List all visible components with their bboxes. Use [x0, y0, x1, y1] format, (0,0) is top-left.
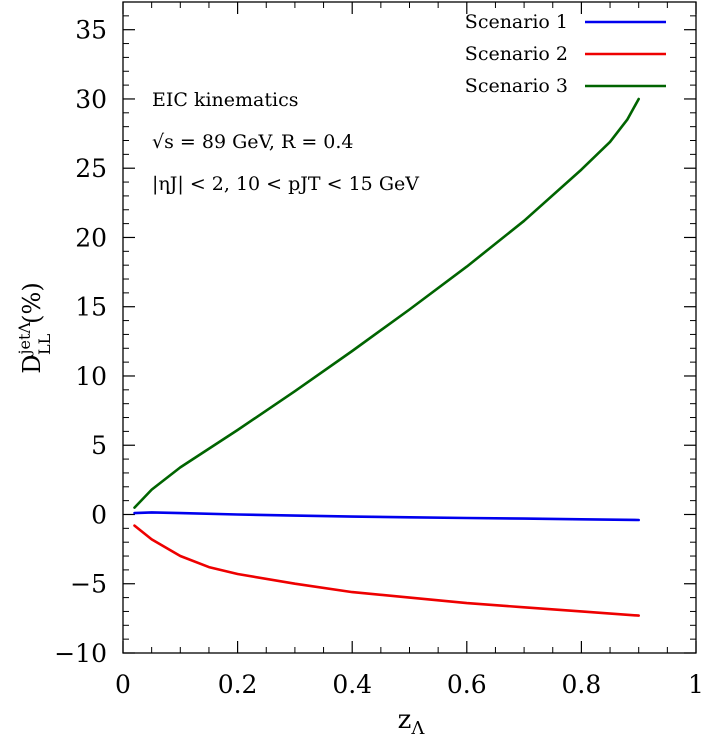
annotation-line-3: |ηJ| < 2, 10 < pJT < 15 GeV: [152, 173, 419, 195]
y-tick-label: 35: [75, 16, 107, 45]
sqrt-s: √s: [152, 131, 174, 153]
series-line-3: [133, 97, 641, 509]
x-tick-label: 0: [115, 670, 131, 699]
y-tick-label: −5: [70, 570, 107, 599]
y-tick-label: 30: [75, 85, 107, 114]
series-line-1: [133, 511, 641, 522]
series-lines: [133, 97, 641, 617]
y-tick-label: −10: [54, 639, 107, 668]
legend-label-3: Scenario 3: [465, 75, 568, 97]
y-axis-title: DjetΛLL(%): [15, 282, 54, 373]
legend-label-1: Scenario 1: [465, 11, 568, 33]
x-tick-label: 0.4: [332, 670, 372, 699]
x-tick-label: 0.8: [562, 670, 602, 699]
y-tick-label: 15: [75, 293, 107, 322]
x-tick-label: 1: [688, 670, 704, 699]
annotation-line-1: EIC kinematics: [152, 89, 298, 111]
kinematics-annotation: EIC kinematics √s = 89 GeV, R = 0.4 |ηJ|…: [152, 89, 419, 195]
y-tick-label: 10: [75, 362, 107, 391]
y-tick-label: 25: [75, 154, 107, 183]
x-axis: 0 0.2 0.4 0.6 0.8 1: [115, 2, 704, 699]
x-axis-title: zΛ: [398, 705, 426, 736]
y-axis: −10 −5 0 5 10 15 20 25 30 35: [54, 15, 696, 668]
series-line-2: [133, 524, 641, 617]
y-tick-label: 0: [91, 500, 107, 529]
y-tick-label: 20: [75, 223, 107, 252]
legend: Scenario 1 Scenario 2 Scenario 3: [465, 11, 666, 97]
legend-label-2: Scenario 2: [465, 43, 568, 65]
energy-radius: = 89 GeV, R = 0.4: [174, 131, 354, 153]
y-tick-label: 5: [91, 431, 107, 460]
x-tick-label: 0.2: [218, 670, 258, 699]
annotation-line-2: √s = 89 GeV, R = 0.4: [152, 131, 354, 153]
x-tick-label: 0.6: [447, 670, 487, 699]
